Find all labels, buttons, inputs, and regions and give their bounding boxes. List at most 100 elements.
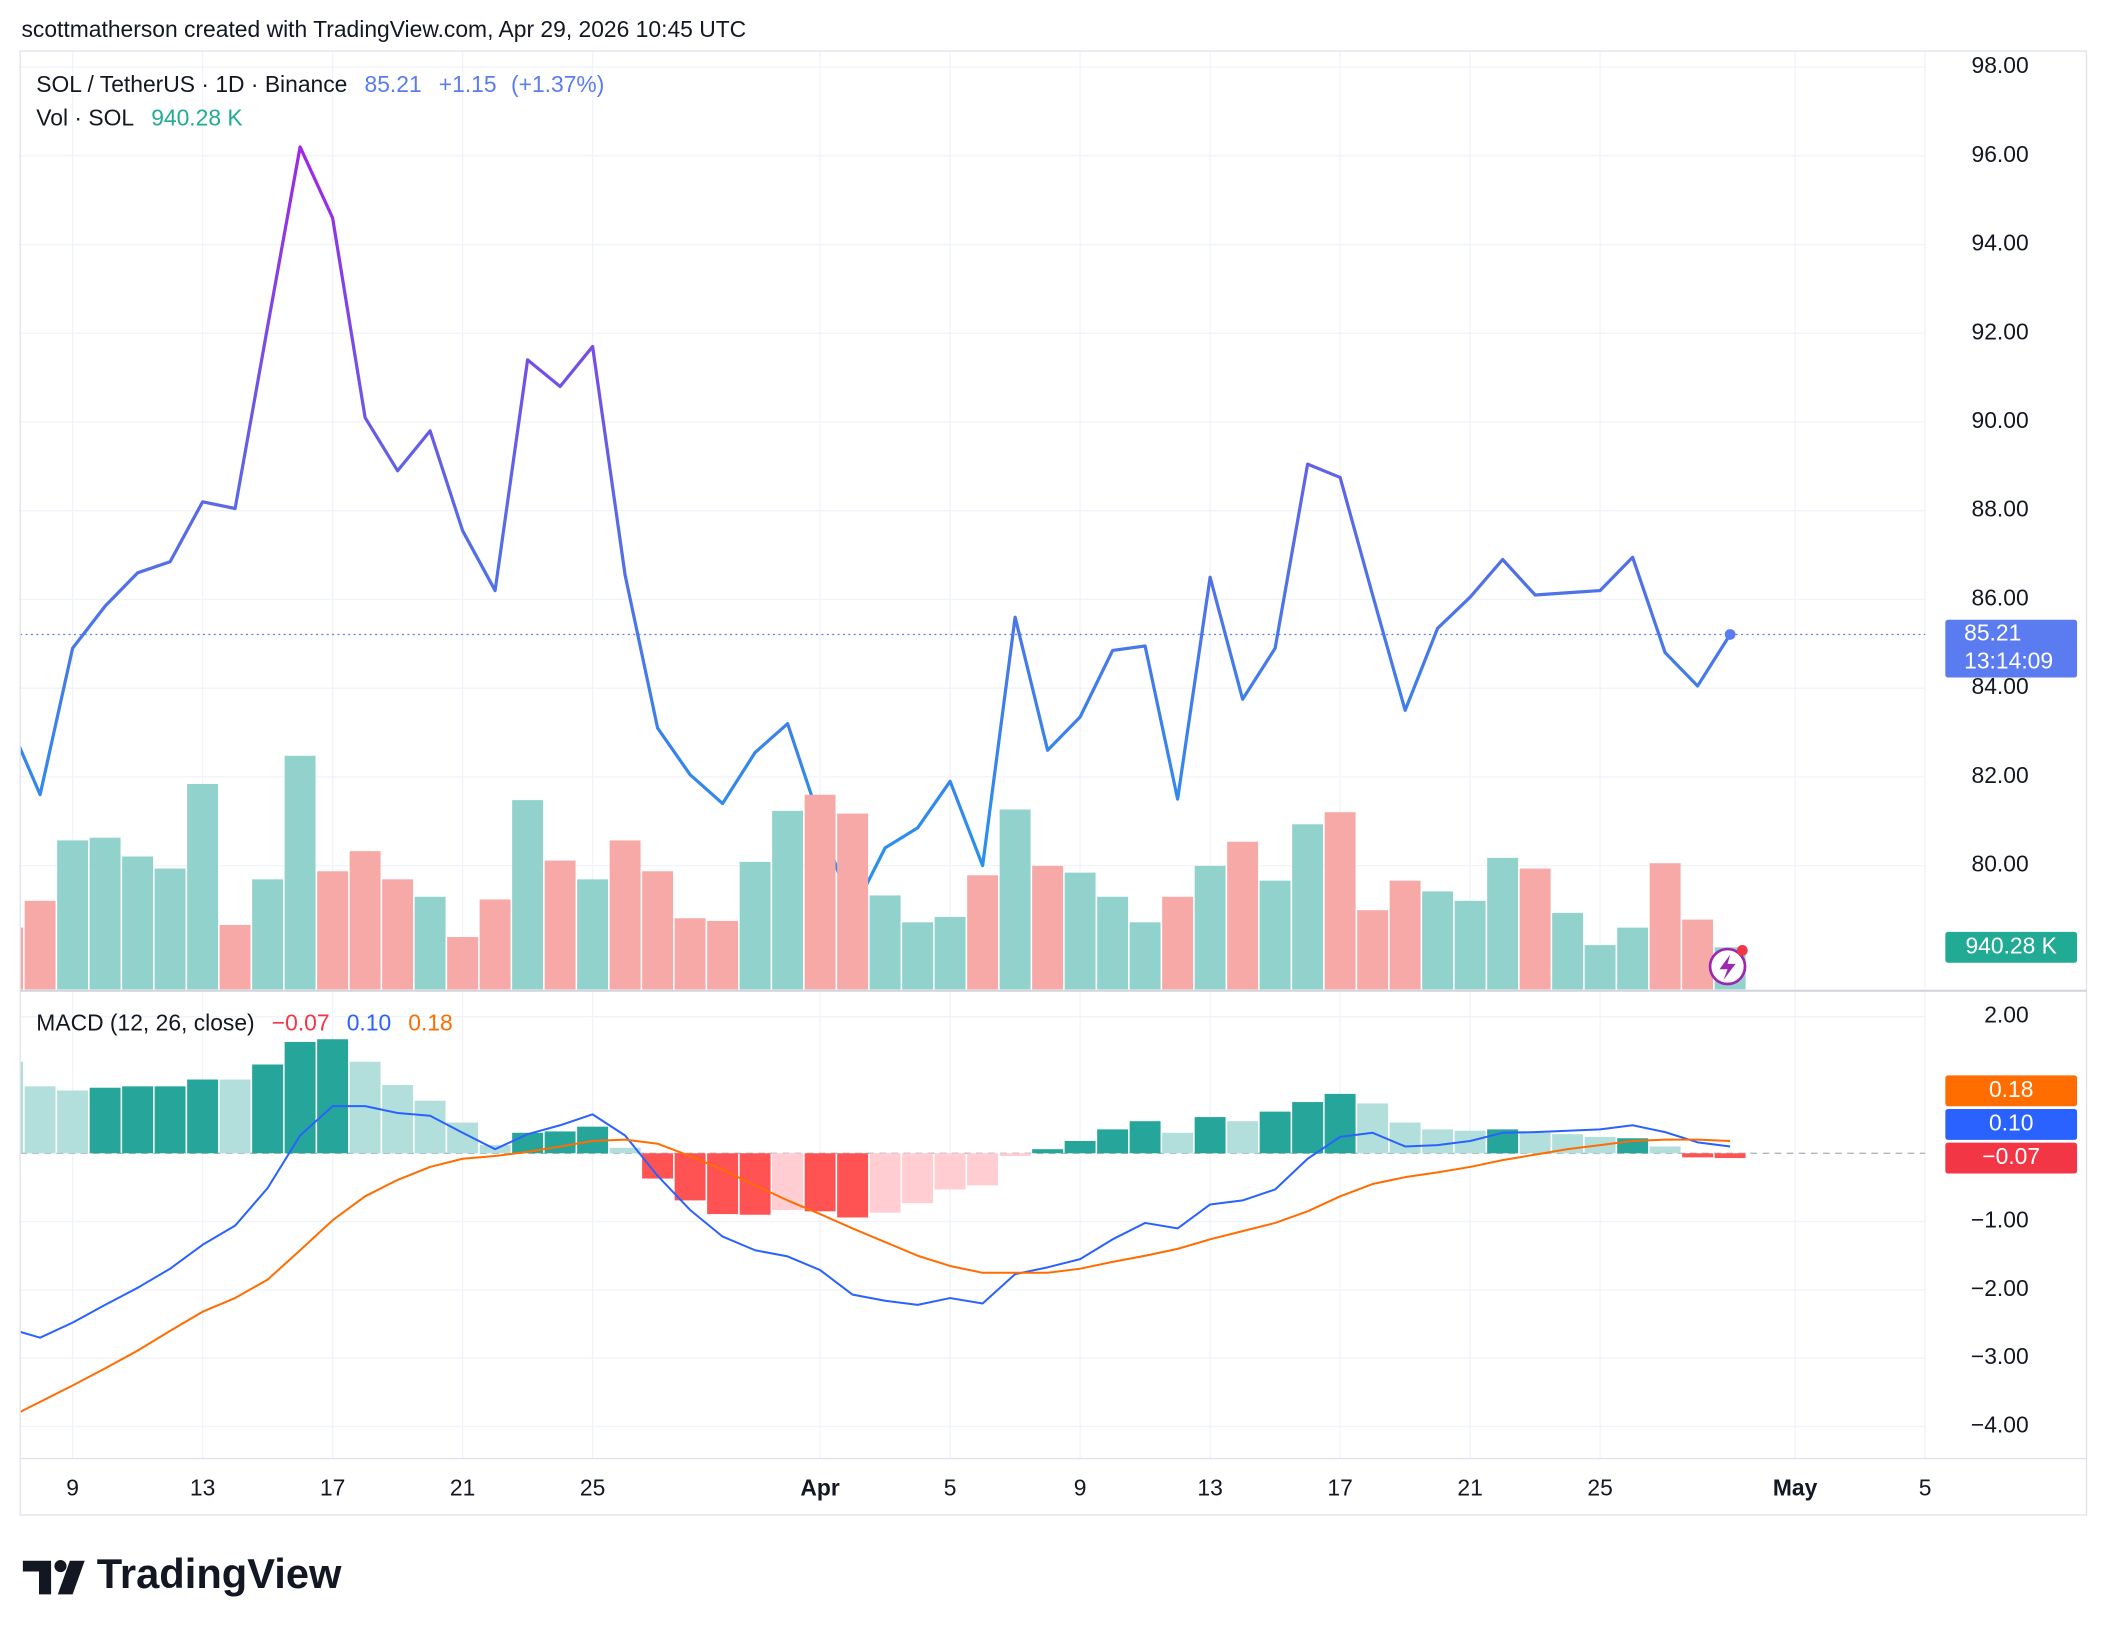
volume-bar (1227, 841, 1259, 990)
volume-box: 940.28 K (1945, 931, 2078, 963)
histogram-bar (1389, 1122, 1421, 1154)
histogram-bar (837, 1153, 869, 1218)
x-tick-label: 17 (320, 1475, 345, 1501)
volume-bar (24, 900, 56, 990)
volume-bar (1064, 872, 1096, 990)
histogram-bar (707, 1153, 739, 1215)
y-tick-label: 86.00 (1972, 584, 2029, 610)
volume-bar (1389, 880, 1421, 990)
volume-last: 940.28 K (151, 105, 242, 131)
histogram-bar (1649, 1146, 1681, 1154)
histogram-bar (544, 1131, 576, 1154)
price-box-bg (1945, 619, 2078, 678)
volume-bar (642, 871, 674, 990)
macd-box-text: 0.10 (1989, 1109, 2033, 1135)
volume-bar (512, 800, 544, 990)
histogram-bar (1064, 1140, 1096, 1154)
volume-bar (1519, 868, 1551, 990)
price-box-value: 85.21 (1964, 620, 2021, 646)
volume-box-bg (1945, 931, 2078, 963)
histogram-bar (382, 1084, 414, 1154)
y-tick-label: 90.00 (1972, 407, 2029, 433)
price-change: +1.15 (439, 71, 497, 97)
macd-line (20, 1138, 1731, 1414)
volume-bar (1259, 880, 1291, 990)
volume-bar (609, 840, 641, 990)
histogram-bar (934, 1153, 966, 1190)
histogram-bar (1097, 1129, 1129, 1154)
y-tick-label: 98.00 (1972, 52, 2029, 78)
volume-bar (349, 851, 381, 990)
histogram-bar (1357, 1103, 1389, 1154)
x-tick-label: 25 (1587, 1475, 1612, 1501)
volume-bar (1454, 900, 1486, 990)
volume-bar (252, 879, 284, 990)
volume-bar (837, 813, 869, 990)
x-tick-label: May (1773, 1475, 1818, 1501)
volume-bar (57, 840, 89, 990)
y-tick-label: −2.00 (1971, 1275, 2029, 1301)
histogram-bar (414, 1100, 446, 1154)
volume-bar (1649, 863, 1681, 990)
x-tick-label: 25 (580, 1475, 605, 1501)
volume-bar (1487, 857, 1519, 990)
volume-bar (544, 860, 576, 990)
macd-box-text: −0.07 (1982, 1143, 2040, 1169)
histogram-bar (252, 1064, 284, 1154)
volume-bar (1357, 910, 1389, 990)
volume-title: Vol · SOL (36, 105, 134, 131)
histogram-bar (219, 1079, 251, 1154)
macd-box: 0.18 (1945, 1075, 2078, 1107)
logo: TradingView (22, 1550, 342, 1597)
histogram-bar (122, 1086, 154, 1154)
x-tick-label: 21 (1457, 1475, 1482, 1501)
macd-box-bg (1945, 1075, 2078, 1107)
last-price-dot (1724, 629, 1736, 640)
histogram-bar (609, 1147, 641, 1154)
volume-bar (1552, 912, 1584, 990)
macd-line (20, 1105, 1731, 1339)
x-tick-label: 9 (1074, 1475, 1087, 1501)
x-tick-label: 9 (66, 1475, 79, 1501)
histogram-bar (20, 1061, 24, 1154)
x-tick-label: 13 (190, 1475, 215, 1501)
histogram-bar (869, 1153, 901, 1213)
histogram-bar (804, 1153, 836, 1212)
histogram-bar (1162, 1132, 1194, 1154)
volume-bar (382, 879, 414, 990)
histogram-bar (739, 1153, 771, 1215)
histogram-bar (154, 1086, 186, 1154)
y-tick-label: 92.00 (1972, 318, 2029, 344)
price-change-pct: (+1.37%) (511, 71, 604, 97)
y-tick-label: 80.00 (1972, 851, 2029, 877)
volume-bar (869, 895, 901, 990)
volume-bar (122, 856, 154, 990)
price-last: 85.21 (365, 71, 422, 97)
histogram-bar (317, 1039, 349, 1154)
y-tick-label: 96.00 (1972, 141, 2029, 167)
volume-bar (1032, 865, 1064, 990)
y-tick-label: −1.00 (1971, 1207, 2029, 1233)
volume-bar (902, 922, 934, 990)
x-tick-label: 21 (450, 1475, 475, 1501)
y-tick-label: 94.00 (1972, 230, 2029, 256)
x-tick-label: 5 (944, 1475, 957, 1501)
y-tick-label: −4.00 (1971, 1411, 2029, 1437)
volume-bar (934, 916, 966, 990)
histogram-bar (57, 1090, 89, 1154)
macd-line-last: 0.10 (347, 1009, 391, 1035)
volume-bar (577, 879, 609, 990)
logo-text: TradingView (97, 1550, 342, 1597)
histogram-bar (24, 1086, 56, 1154)
volume-bar (739, 861, 771, 990)
histogram-bar (1032, 1149, 1064, 1154)
y-tick-label: 2.00 (1984, 1002, 2028, 1028)
histogram-bar (187, 1079, 219, 1154)
histogram-bar (1422, 1129, 1454, 1154)
volume-bar (1682, 919, 1714, 990)
macd-box-text: 0.18 (1989, 1076, 2033, 1102)
volume-bar (1584, 945, 1616, 990)
